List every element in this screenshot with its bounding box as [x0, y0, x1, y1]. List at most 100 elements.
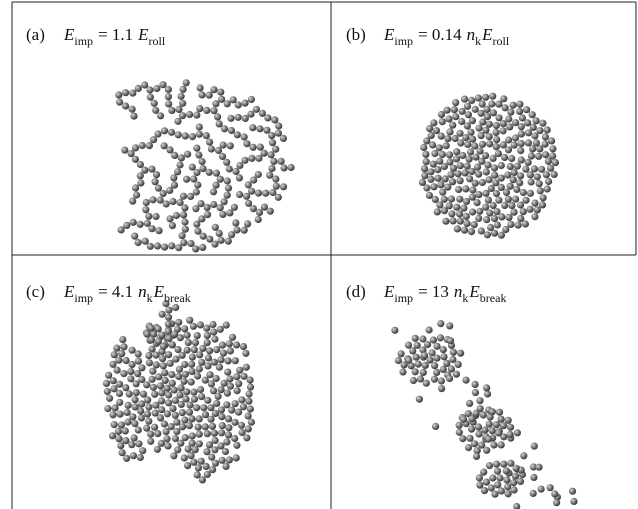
particle [280, 164, 288, 172]
particle [128, 441, 136, 449]
particle [166, 146, 174, 154]
particle [158, 406, 166, 414]
particle [279, 134, 287, 142]
particle [137, 407, 145, 415]
particle [141, 81, 149, 89]
particle [184, 445, 192, 453]
particle [205, 441, 214, 449]
particle [233, 441, 241, 449]
particle [246, 405, 254, 413]
particle [527, 152, 536, 160]
particle [472, 452, 481, 460]
particle [452, 370, 460, 378]
particle [452, 155, 461, 163]
particle [165, 334, 173, 342]
particle [186, 401, 194, 409]
particle [456, 177, 464, 185]
particle [195, 440, 203, 448]
particle [509, 176, 517, 184]
particle [191, 446, 199, 454]
particle [115, 380, 124, 388]
particle [217, 442, 225, 450]
particle [195, 365, 203, 373]
particle [216, 204, 224, 212]
particle [113, 344, 121, 352]
particle [517, 214, 525, 223]
panel-tag: (a) [26, 25, 45, 44]
particle [198, 358, 206, 366]
particle [167, 423, 175, 431]
particle [442, 217, 450, 225]
particle [570, 497, 578, 505]
particle [190, 175, 198, 183]
particle [513, 429, 522, 437]
particle [144, 396, 152, 404]
label-part: E [383, 282, 395, 301]
particle [220, 125, 229, 133]
particle [149, 367, 157, 375]
particle [256, 125, 264, 133]
particle [421, 172, 429, 180]
particle [176, 391, 184, 399]
particle [409, 376, 418, 385]
particle [458, 107, 466, 115]
particle [548, 137, 556, 145]
particle [446, 128, 454, 136]
particle [198, 91, 206, 99]
particle [178, 409, 186, 417]
particle [166, 186, 174, 194]
particle [234, 113, 242, 121]
particle [535, 180, 543, 188]
particle [466, 399, 474, 407]
particle [228, 231, 236, 239]
particle [415, 395, 423, 403]
particle [134, 426, 142, 434]
particle [121, 427, 129, 435]
particle [143, 219, 151, 227]
particle [421, 361, 429, 369]
particle [438, 385, 446, 393]
particle [482, 478, 491, 486]
particle [243, 192, 251, 200]
particle [464, 410, 472, 418]
particle [484, 161, 492, 169]
particle [210, 358, 218, 366]
particle [240, 226, 248, 234]
particle [411, 368, 419, 376]
particle [509, 101, 517, 109]
particle [179, 99, 187, 107]
particle [206, 138, 214, 146]
particle [535, 152, 543, 160]
particle [184, 462, 192, 470]
particle [248, 154, 256, 162]
particle [129, 197, 137, 205]
particle [232, 167, 240, 176]
particle [421, 351, 429, 360]
particle [489, 474, 497, 482]
panel-tag: (b) [346, 25, 366, 44]
particle [482, 126, 490, 134]
particle [456, 162, 464, 170]
particle [217, 386, 225, 394]
particle [511, 472, 520, 480]
particle [437, 110, 446, 119]
particle [225, 165, 233, 173]
particle [549, 152, 557, 160]
particle [138, 364, 146, 372]
particle [199, 243, 207, 251]
particle [154, 430, 162, 438]
particle [507, 220, 515, 228]
particle [495, 100, 503, 108]
label-part: = 4.1 [98, 282, 133, 301]
particle [512, 464, 520, 472]
particle [190, 346, 198, 354]
particle [528, 111, 536, 119]
particle [539, 194, 547, 202]
particle [205, 168, 213, 176]
particle [224, 184, 233, 192]
particle [129, 452, 137, 460]
particle [156, 382, 164, 390]
particle [502, 467, 510, 475]
particle [214, 113, 222, 121]
particle [508, 202, 516, 210]
